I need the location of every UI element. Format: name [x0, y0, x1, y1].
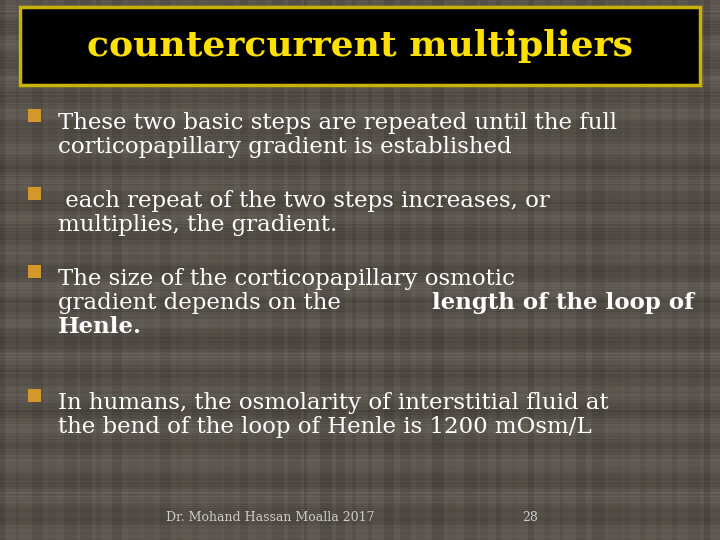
- Text: countercurrent multipliers: countercurrent multipliers: [87, 29, 633, 63]
- FancyBboxPatch shape: [20, 7, 700, 85]
- Text: the bend of the loop of Henle is 1200 mOsm/L: the bend of the loop of Henle is 1200 mO…: [58, 416, 592, 438]
- Text: length of the loop of: length of the loop of: [432, 292, 694, 314]
- Text: Dr. Mohand Hassan Moalla 2017: Dr. Mohand Hassan Moalla 2017: [166, 511, 374, 524]
- FancyBboxPatch shape: [28, 265, 41, 278]
- Text: multiplies, the gradient.: multiplies, the gradient.: [58, 214, 337, 236]
- Text: The size of the corticopapillary osmotic: The size of the corticopapillary osmotic: [58, 268, 515, 290]
- FancyBboxPatch shape: [28, 109, 41, 122]
- Text: each repeat of the two steps increases, or: each repeat of the two steps increases, …: [58, 190, 550, 212]
- Text: gradient depends on the: gradient depends on the: [58, 292, 348, 314]
- Text: 28: 28: [522, 511, 538, 524]
- FancyBboxPatch shape: [28, 389, 41, 402]
- Text: In humans, the osmolarity of interstitial fluid at: In humans, the osmolarity of interstitia…: [58, 392, 608, 414]
- Text: These two basic steps are repeated until the full: These two basic steps are repeated until…: [58, 112, 617, 134]
- Text: Henle.: Henle.: [58, 316, 142, 338]
- Text: corticopapillary gradient is established: corticopapillary gradient is established: [58, 136, 512, 158]
- FancyBboxPatch shape: [28, 187, 41, 200]
